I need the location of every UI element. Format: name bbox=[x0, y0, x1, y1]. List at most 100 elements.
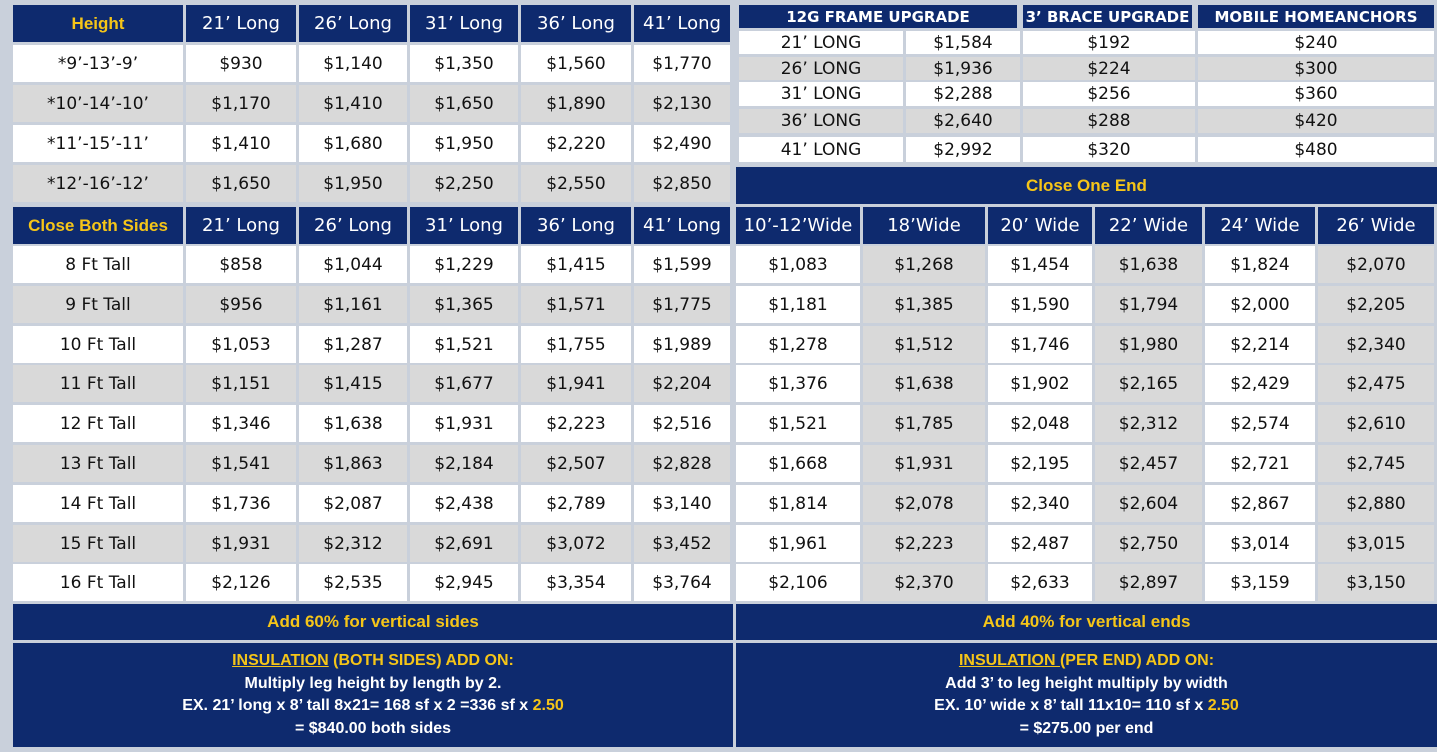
ends-price-cell: $2,340 bbox=[988, 485, 1092, 522]
sides-price-cell: $1,161 bbox=[299, 286, 407, 323]
ends-price-cell: $2,078 bbox=[863, 485, 985, 522]
vertical-sides-note: Add 60% for vertical sides bbox=[13, 604, 733, 640]
upgrade-price-cell: $2,992 bbox=[906, 137, 1020, 162]
length-column-header: 26’ Long bbox=[299, 5, 407, 42]
upgrade-price-cell: $480 bbox=[1198, 137, 1434, 162]
insulation-sides-line3: = $840.00 both sides bbox=[294, 719, 452, 737]
sides-price-cell: $1,775 bbox=[634, 286, 730, 323]
price-cell: $2,850 bbox=[634, 165, 730, 202]
sides-price-cell: $3,072 bbox=[521, 525, 631, 562]
ends-price-cell: $1,668 bbox=[736, 445, 860, 482]
ends-price-cell: $1,590 bbox=[988, 286, 1092, 323]
tall-row-label: 16 Ft Tall bbox=[13, 564, 183, 601]
upgrade-price-cell: $2,640 bbox=[906, 109, 1020, 133]
ends-price-cell: $2,604 bbox=[1095, 485, 1202, 522]
ends-price-cell: $2,000 bbox=[1205, 286, 1315, 323]
ends-price-cell: $2,195 bbox=[988, 445, 1092, 482]
price-cell: $2,250 bbox=[410, 165, 518, 202]
price-cell: $1,140 bbox=[299, 45, 407, 82]
upgrade-length-label: 26’ LONG bbox=[739, 57, 903, 80]
length-column-header: 31’ Long bbox=[410, 5, 518, 42]
ends-price-cell: $2,745 bbox=[1318, 445, 1434, 482]
ends-price-cell: $1,268 bbox=[863, 246, 985, 283]
insulation-sides-rate: 2.50 bbox=[532, 697, 564, 714]
insulation-sides-title-underlined: INSULATION bbox=[232, 652, 329, 669]
close-one-end-title: Close One End bbox=[736, 167, 1437, 204]
sides-price-cell: $2,087 bbox=[299, 485, 407, 522]
ends-price-cell: $2,205 bbox=[1318, 286, 1434, 323]
sides-price-cell: $1,931 bbox=[186, 525, 296, 562]
height-row-label: *11’-15’-11’ bbox=[13, 125, 183, 162]
ends-price-cell: $2,721 bbox=[1205, 445, 1315, 482]
sides-length-header: 21’ Long bbox=[186, 207, 296, 244]
insulation-sides-line1: Multiply leg height by length by 2. bbox=[244, 674, 502, 692]
sides-price-cell: $1,415 bbox=[299, 365, 407, 402]
sides-price-cell: $1,044 bbox=[299, 246, 407, 283]
upgrade-price-cell: $192 bbox=[1023, 31, 1195, 54]
sides-length-header: 41’ Long bbox=[634, 207, 730, 244]
price-cell: $1,770 bbox=[634, 45, 730, 82]
price-cell: $1,560 bbox=[521, 45, 631, 82]
ends-price-cell: $2,610 bbox=[1318, 405, 1434, 442]
sides-price-cell: $3,452 bbox=[634, 525, 730, 562]
sides-price-cell: $3,354 bbox=[521, 564, 631, 601]
ends-width-header: 22’ Wide bbox=[1095, 207, 1202, 244]
insulation-ends-rate: 2.50 bbox=[1207, 697, 1239, 714]
tall-row-label: 8 Ft Tall bbox=[13, 246, 183, 283]
upgrade-length-label: 21’ LONG bbox=[739, 31, 903, 54]
insulation-sides-title: INSULATION (BOTH SIDES) ADD ON: bbox=[13, 650, 733, 673]
sides-price-cell: $956 bbox=[186, 286, 296, 323]
ends-width-header: 24’ Wide bbox=[1205, 207, 1315, 244]
upgrade-price-cell: $360 bbox=[1198, 82, 1434, 106]
insulation-ends-line1: Add 3’ to leg height multiply by width bbox=[945, 674, 1228, 692]
height-column-header: Height bbox=[13, 5, 183, 42]
ends-price-cell: $2,106 bbox=[736, 564, 860, 601]
ends-price-cell: $1,181 bbox=[736, 286, 860, 323]
ends-width-header: 18’Wide bbox=[863, 207, 985, 244]
price-cell: $1,650 bbox=[410, 85, 518, 122]
insulation-sides-example: EX. 21’ long x 8’ tall 8x21= 168 sf x 2 … bbox=[182, 697, 533, 714]
ends-width-header: 10’-12’Wide bbox=[736, 207, 860, 244]
sides-price-cell: $2,438 bbox=[410, 485, 518, 522]
ends-price-cell: $1,902 bbox=[988, 365, 1092, 402]
price-cell: $2,550 bbox=[521, 165, 631, 202]
upgrade-length-label: 31’ LONG bbox=[739, 82, 903, 106]
ends-price-cell: $3,150 bbox=[1318, 564, 1434, 601]
ends-price-cell: $1,638 bbox=[863, 365, 985, 402]
sides-price-cell: $1,151 bbox=[186, 365, 296, 402]
ends-price-cell: $2,880 bbox=[1318, 485, 1434, 522]
sides-price-cell: $3,140 bbox=[634, 485, 730, 522]
ends-price-cell: $1,385 bbox=[863, 286, 985, 323]
ends-price-cell: $2,070 bbox=[1318, 246, 1434, 283]
insulation-sides-box: INSULATION (BOTH SIDES) ADD ON: Multiply… bbox=[13, 643, 733, 747]
sides-price-cell: $1,287 bbox=[299, 326, 407, 363]
upgrade-price-cell: $2,288 bbox=[906, 82, 1020, 106]
height-row-label: *12’-16’-12’ bbox=[13, 165, 183, 202]
ends-width-header: 26’ Wide bbox=[1318, 207, 1434, 244]
price-cell: $1,680 bbox=[299, 125, 407, 162]
ends-price-cell: $1,824 bbox=[1205, 246, 1315, 283]
price-cell: $1,950 bbox=[299, 165, 407, 202]
upgrade-price-cell: $288 bbox=[1023, 109, 1195, 133]
ends-width-header: 20’ Wide bbox=[988, 207, 1092, 244]
price-cell: $1,890 bbox=[521, 85, 631, 122]
upgrade-price-cell: $256 bbox=[1023, 82, 1195, 106]
sides-price-cell: $1,941 bbox=[521, 365, 631, 402]
sides-price-cell: $1,863 bbox=[299, 445, 407, 482]
sides-length-header: 31’ Long bbox=[410, 207, 518, 244]
sides-price-cell: $1,931 bbox=[410, 405, 518, 442]
price-cell: $1,950 bbox=[410, 125, 518, 162]
price-cell: $930 bbox=[186, 45, 296, 82]
ends-price-cell: $1,961 bbox=[736, 525, 860, 562]
insulation-ends-title-rest: (PER END) ADD ON: bbox=[1059, 652, 1215, 669]
ends-price-cell: $2,165 bbox=[1095, 365, 1202, 402]
upgrade-price-cell: $420 bbox=[1198, 109, 1434, 133]
ends-price-cell: $1,521 bbox=[736, 405, 860, 442]
sides-price-cell: $2,126 bbox=[186, 564, 296, 601]
ends-price-cell: $3,014 bbox=[1205, 525, 1315, 562]
sides-price-cell: $1,053 bbox=[186, 326, 296, 363]
ends-price-cell: $1,794 bbox=[1095, 286, 1202, 323]
price-cell: $2,220 bbox=[521, 125, 631, 162]
sides-price-cell: $2,789 bbox=[521, 485, 631, 522]
price-cell: $1,410 bbox=[186, 125, 296, 162]
